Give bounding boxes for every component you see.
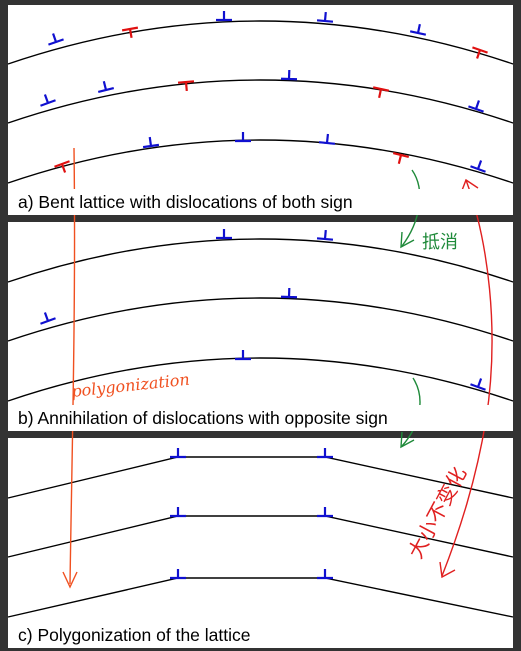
dislocation-positive-icon (317, 569, 333, 580)
dislocation-negative-icon (472, 46, 488, 59)
lattice-plane-c1 (7, 456, 514, 499)
dislocation-negative-icon (372, 86, 390, 99)
dislocation-positive-icon (317, 507, 333, 518)
dislocation-positive-icon (170, 448, 186, 459)
dislocation-positive-icon (235, 350, 251, 361)
dislocation-positive-icon (40, 94, 56, 107)
dislocation-positive-icon (235, 132, 251, 143)
polygonization-arrowhead-icon (62, 571, 78, 589)
lattice-plane-a2 (7, 79, 514, 124)
dislocation-positive-icon (216, 229, 232, 240)
panel-a-caption: a) Bent lattice with dislocations of bot… (8, 189, 513, 215)
panel-b-caption: b) Annihilation of dislocations with opp… (8, 405, 513, 431)
dislocation-positive-icon (316, 11, 334, 23)
dislocation-positive-icon (470, 378, 486, 391)
dislocation-positive-icon (280, 287, 298, 299)
panel-b-lattice (7, 238, 514, 402)
dislocation-negative-icon (392, 151, 410, 164)
panel-c-lattice (7, 456, 514, 618)
dislocation-positive-icon (470, 160, 486, 173)
dislocation-positive-icon (316, 229, 334, 241)
dislocation-positive-icon (318, 133, 336, 145)
dislocation-positive-icon (170, 507, 186, 518)
dislocation-positive-icon (142, 136, 160, 149)
dislocation-positive-icon (317, 448, 333, 459)
panel-a-lattice (7, 20, 514, 184)
lattice-plane-a1 (7, 20, 514, 65)
dislocation-positive-icon (48, 33, 64, 46)
dislocation-positive-icon (468, 100, 484, 113)
lattice-plane-b2 (7, 297, 514, 342)
panel-b-background (8, 222, 513, 431)
panel-c-dislocations (170, 448, 333, 580)
panel-a-background (8, 5, 513, 215)
dislocation-positive-icon (409, 23, 427, 36)
dislocation-positive-icon (280, 69, 298, 81)
dislocation-positive-icon (40, 312, 56, 325)
dislocation-positive-icon (170, 569, 186, 580)
lattice-plane-c2 (7, 515, 514, 558)
panel-b-dislocations (40, 229, 486, 391)
cancel-arrowhead-icon-2 (400, 431, 415, 449)
panel-c-background (8, 438, 513, 648)
dislocation-negative-icon (121, 26, 139, 39)
unchanged-arrowhead-bottom-icon (439, 561, 456, 579)
lattice-plane-b1 (7, 238, 514, 283)
cancel-arrowhead-icon-1 (400, 231, 415, 249)
dislocation-negative-icon (54, 160, 70, 173)
cancel-label: 抵消 (422, 232, 458, 253)
unchanged-arrowhead-top-icon (460, 178, 479, 194)
dislocation-positive-icon (216, 11, 232, 22)
dislocation-negative-icon (177, 80, 195, 92)
panel-c-caption: c) Polygonization of the lattice (8, 622, 513, 648)
lattice-plane-a3 (7, 139, 514, 184)
lattice-plane-b3 (7, 357, 514, 402)
panel-a-dislocations (40, 11, 488, 173)
lattice-plane-c3 (7, 577, 514, 618)
dislocation-positive-icon (97, 81, 115, 94)
